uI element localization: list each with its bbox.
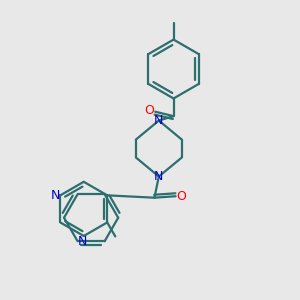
Text: O: O: [144, 104, 154, 117]
Text: O: O: [177, 190, 186, 203]
Text: N: N: [154, 170, 164, 183]
Text: N: N: [50, 189, 60, 202]
Text: N: N: [154, 114, 164, 127]
Text: N: N: [78, 235, 87, 248]
